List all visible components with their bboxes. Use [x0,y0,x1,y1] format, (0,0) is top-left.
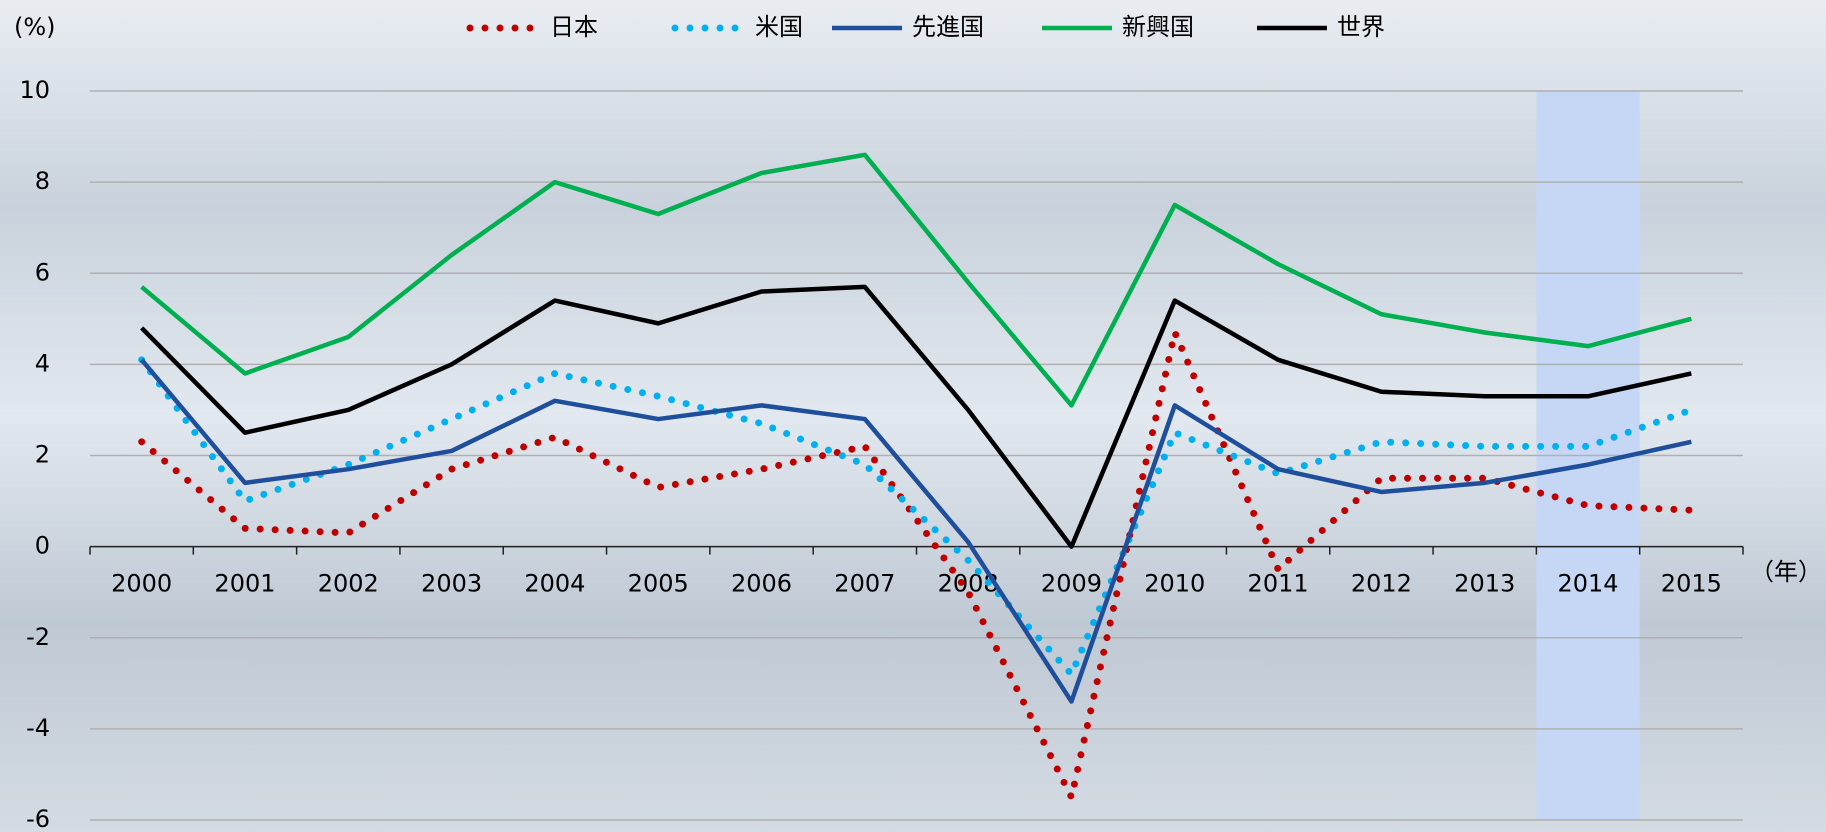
y-tick-label: 10 [19,76,50,104]
series-line [138,321,1695,808]
x-tick-label: 2002 [318,570,379,598]
y-tick-label: 2 [35,441,50,469]
x-tick-label: 2010 [1144,570,1205,598]
x-tick-label: 2011 [1248,570,1309,598]
y-tick-label: -2 [26,623,50,651]
series-line [140,152,1692,408]
series-line [140,284,1692,549]
legend-label: 日本 [550,13,598,41]
x-tick-label: 2009 [1041,570,1102,598]
x-tick-label: 2014 [1557,570,1618,598]
x-tick-label: 2004 [524,570,585,598]
x-tick-label: 2007 [834,570,895,598]
x-tick-label: 2003 [421,570,482,598]
y-axis-label: (%) [14,13,56,41]
x-tick-label: 2013 [1454,570,1515,598]
x-tick-label: 2015 [1661,570,1722,598]
y-tick-label: 0 [35,532,50,560]
x-tick-label: 2012 [1351,570,1412,598]
legend-label: 先進国 [912,13,984,41]
series-line [138,356,1695,681]
y-tick-label: 6 [35,258,50,286]
x-tick-label: 2000 [111,570,172,598]
y-tick-label: -6 [26,805,50,832]
legend-label: 新興国 [1122,13,1194,41]
legend-label: 世界 [1337,13,1385,41]
x-tick-label: 2006 [731,570,792,598]
x-tick-label: 2001 [214,570,275,598]
y-tick-label: -4 [26,714,50,742]
legend-label: 米国 [755,13,803,41]
x-tick-label: 2005 [628,570,689,598]
y-tick-label: 8 [35,167,50,195]
x-axis-label: （年） [1750,558,1822,586]
series-line [139,358,1692,704]
y-tick-label: 4 [35,349,50,377]
